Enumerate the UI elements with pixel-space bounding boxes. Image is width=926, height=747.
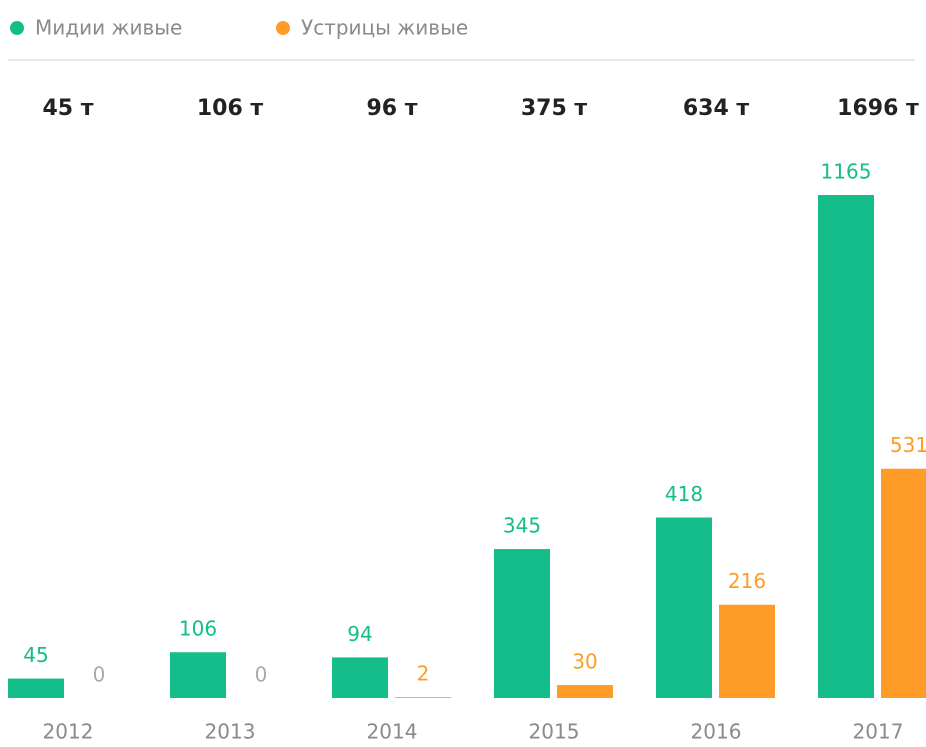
value-label: 345 [503,514,541,538]
value-label: 94 [347,622,372,646]
value-label: 1165 [821,160,872,184]
value-label: 45 [23,643,48,667]
legend-label: Устрицы живые [301,16,468,40]
value-label: 531 [890,433,926,457]
bar [494,549,550,698]
bar [881,468,926,698]
x-tick-label: 2015 [529,720,580,744]
total-label: 45 т [42,96,93,121]
value-label: 0 [93,663,106,687]
bar [818,195,874,698]
x-tick-label: 2014 [367,720,418,744]
total-label: 96 т [366,96,417,121]
total-label: 375 т [521,96,588,121]
x-tick-label: 2012 [43,720,94,744]
value-label: 2 [417,662,430,686]
value-label: 216 [728,569,766,593]
bar [395,697,451,698]
total-label: 1696 т [837,96,919,121]
bar [557,685,613,698]
x-tick-label: 2013 [205,720,256,744]
bar [719,604,775,698]
bar [332,657,388,698]
legend-dot [10,21,24,35]
bar [170,652,226,698]
total-label: 106 т [197,96,264,121]
value-label: 0 [255,663,268,687]
bar [8,678,64,698]
value-label: 106 [179,617,217,641]
legend-dot [276,21,290,35]
bar [656,517,712,698]
value-label: 30 [572,650,597,674]
x-tick-label: 2017 [853,720,904,744]
legend-label: Мидии живые [35,16,182,40]
value-label: 418 [665,482,703,506]
total-label: 634 т [683,96,750,121]
x-tick-label: 2016 [691,720,742,744]
